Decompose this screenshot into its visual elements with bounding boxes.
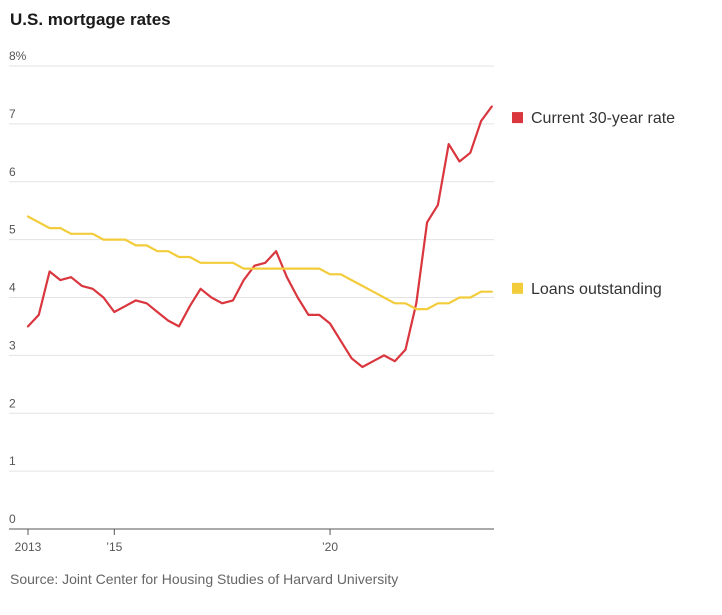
legend-label-loans-outstanding: Loans outstanding (531, 281, 662, 298)
series-lines (26, 105, 493, 369)
y-axis-tick-labels: 0 1 2 3 4 5 6 7 8% (9, 49, 27, 526)
legend-swatch-loans-outstanding (512, 282, 523, 294)
legend: Current 30-year rate Loans outstanding (512, 110, 675, 298)
legend-swatch-current-30-year-rate (512, 112, 523, 124)
y-tick-label: 3 (9, 338, 16, 352)
y-tick-label: 2 (9, 396, 16, 410)
y-tick-label: 4 (9, 281, 16, 295)
gridlines (9, 65, 494, 530)
x-tick-label: ’20 (322, 540, 338, 554)
x-tick-label: 2013 (15, 540, 42, 554)
y-tick-label: 0 (9, 512, 16, 526)
y-tick-label: 7 (9, 107, 16, 121)
x-tick-label: ’15 (106, 540, 122, 554)
source-note: Source: Joint Center for Housing Studies… (10, 571, 399, 587)
y-tick-label: 1 (9, 454, 16, 468)
legend-label-current-30-year-rate: Current 30-year rate (531, 110, 675, 127)
series-line-loans-outstanding (26, 215, 493, 311)
y-tick-label: 6 (9, 165, 16, 179)
series-line-current-30-year-rate (26, 105, 493, 369)
chart-title: U.S. mortgage rates (10, 10, 171, 29)
y-tick-label: 8% (9, 49, 27, 63)
y-tick-label: 5 (9, 223, 16, 237)
x-axis-ticks: 2013 ’15 ’20 (15, 529, 338, 554)
